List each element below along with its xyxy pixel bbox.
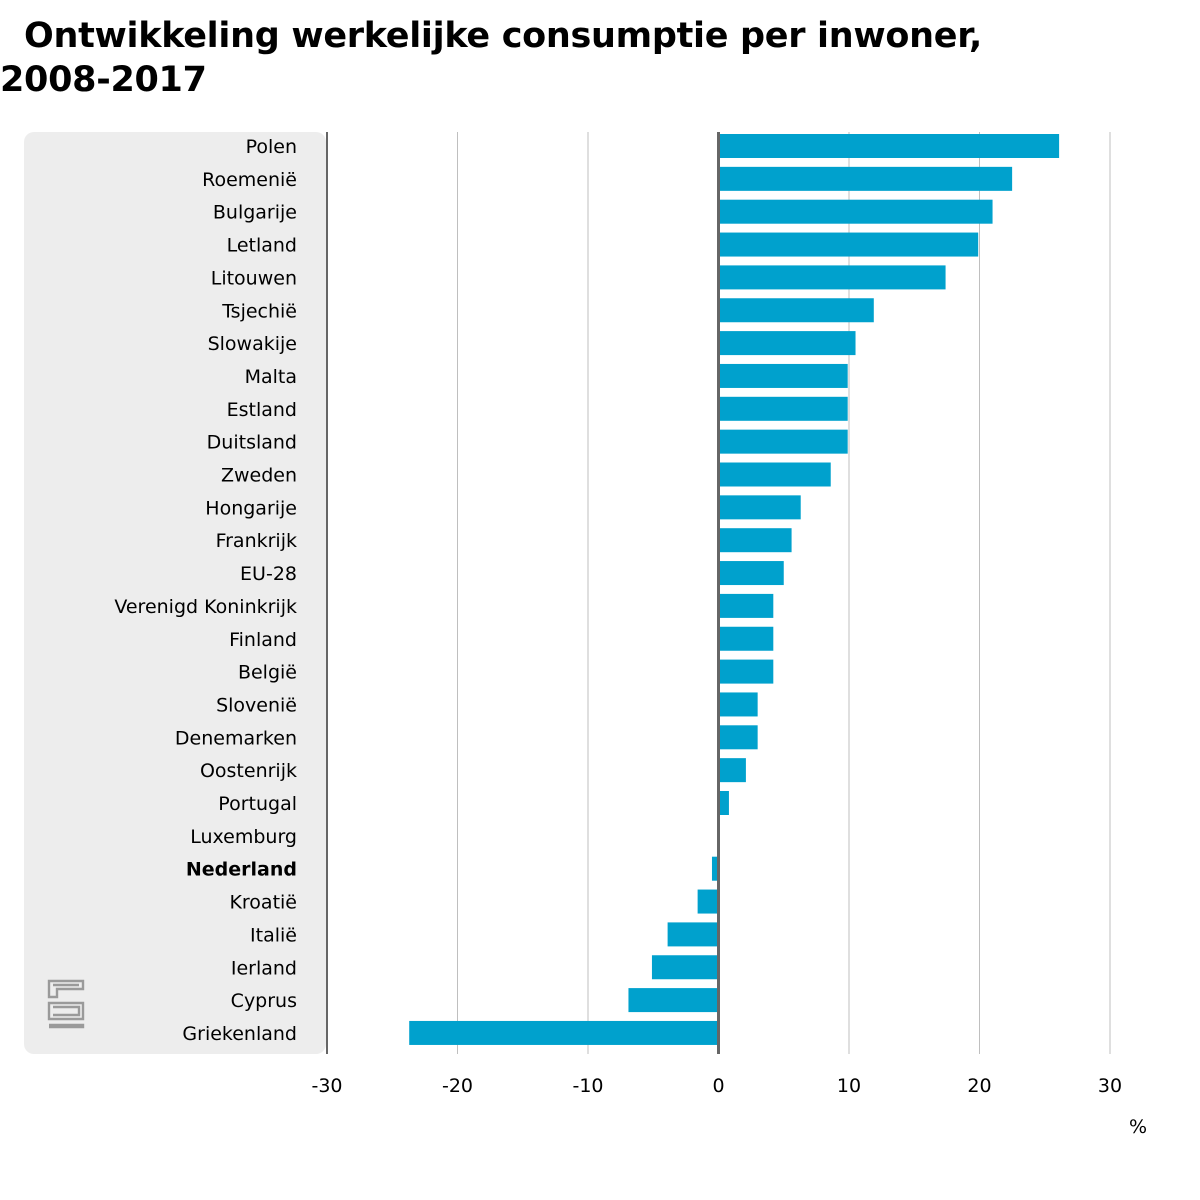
category-label: Kroatië	[229, 892, 297, 914]
x-tick-label: 10	[837, 1075, 861, 1097]
x-tick-label: 30	[1098, 1075, 1122, 1097]
bar-ierland	[651, 955, 719, 980]
category-label: Duitsland	[207, 432, 297, 454]
category-label: Litouwen	[211, 267, 297, 289]
category-label: Malta	[245, 366, 297, 388]
x-tick-labels: -30 -20 -10 0 10 20 30	[311, 1075, 1122, 1097]
category-label: Oostenrijk	[200, 760, 297, 782]
x-tick-label: 20	[967, 1075, 991, 1097]
category-label: Griekenland	[182, 1023, 297, 1045]
category-label: Roemenië	[202, 169, 297, 191]
category-label: Frankrijk	[216, 530, 297, 552]
chart-title: Ontwikkeling werkelijke consumptie per i…	[0, 14, 1060, 102]
bar-itali-	[667, 922, 719, 947]
bar-letland	[718, 232, 979, 257]
category-labels: Polen Roemenië Bulgarije Letland Litouwen Tsj…	[114, 136, 297, 1045]
category-label: Verenigd Koninkrijk	[114, 596, 297, 618]
bar-litouwen	[718, 265, 946, 290]
bar-eu-28	[718, 561, 784, 586]
bar-bulgarije	[718, 199, 993, 224]
bar-zweden	[718, 462, 831, 487]
category-label: Polen	[246, 136, 297, 158]
bar-belgi-	[718, 659, 774, 684]
category-label-panel	[24, 132, 326, 1054]
category-label: Ierland	[231, 957, 297, 979]
category-label: EU-28	[240, 563, 297, 585]
category-label: Denemarken	[175, 727, 297, 749]
bar-portugal	[718, 791, 729, 815]
category-label: Portugal	[218, 793, 297, 815]
category-label: Slovenië	[216, 694, 297, 716]
bar-slowakije	[718, 331, 856, 356]
bar-malta	[718, 363, 848, 388]
category-label: Luxemburg	[190, 826, 297, 848]
bar-oostenrijk	[718, 758, 746, 783]
bar-nederland	[711, 856, 719, 881]
bars	[409, 134, 1060, 1045]
bar-duitsland	[718, 429, 848, 454]
category-label: Finland	[229, 629, 297, 651]
bar-hongarije	[718, 495, 801, 520]
category-label: Estland	[227, 399, 297, 421]
bar-denemarken	[718, 725, 758, 750]
cbs-logo	[47, 979, 85, 1029]
bar-cyprus	[628, 988, 719, 1013]
x-tick-label: -10	[572, 1075, 603, 1097]
bar-griekenland	[409, 1020, 719, 1045]
category-label: Bulgarije	[213, 202, 297, 224]
bar-kroati-	[697, 889, 719, 914]
category-label: Hongarije	[205, 497, 297, 519]
bar-verenigd-koninkrijk	[718, 593, 774, 618]
bar-frankrijk	[718, 528, 792, 553]
bar-finland	[718, 626, 774, 651]
x-axis-unit-label: %	[1129, 1116, 1147, 1138]
bar-estland	[718, 396, 848, 421]
x-tick-label: -30	[311, 1075, 342, 1097]
category-label: Tsjechië	[221, 300, 297, 322]
bar-tsjechi-	[718, 298, 874, 323]
category-label: Cyprus	[231, 990, 297, 1012]
axes	[326, 132, 720, 1054]
x-tick-label: 0	[712, 1075, 724, 1097]
category-label: Nederland	[186, 859, 297, 881]
bar-polen	[718, 134, 1060, 158]
bar-roemeni-	[718, 166, 1013, 191]
x-tick-label: -20	[442, 1075, 473, 1097]
category-label: België	[238, 662, 297, 684]
bar-sloveni-	[718, 692, 758, 717]
category-label: Letland	[227, 235, 297, 257]
chart-title-text: Ontwikkeling werkelijke consumptie per i…	[0, 16, 983, 100]
category-label: Zweden	[221, 465, 297, 487]
category-label: Slowakije	[208, 333, 297, 355]
category-label: Italië	[250, 924, 297, 946]
